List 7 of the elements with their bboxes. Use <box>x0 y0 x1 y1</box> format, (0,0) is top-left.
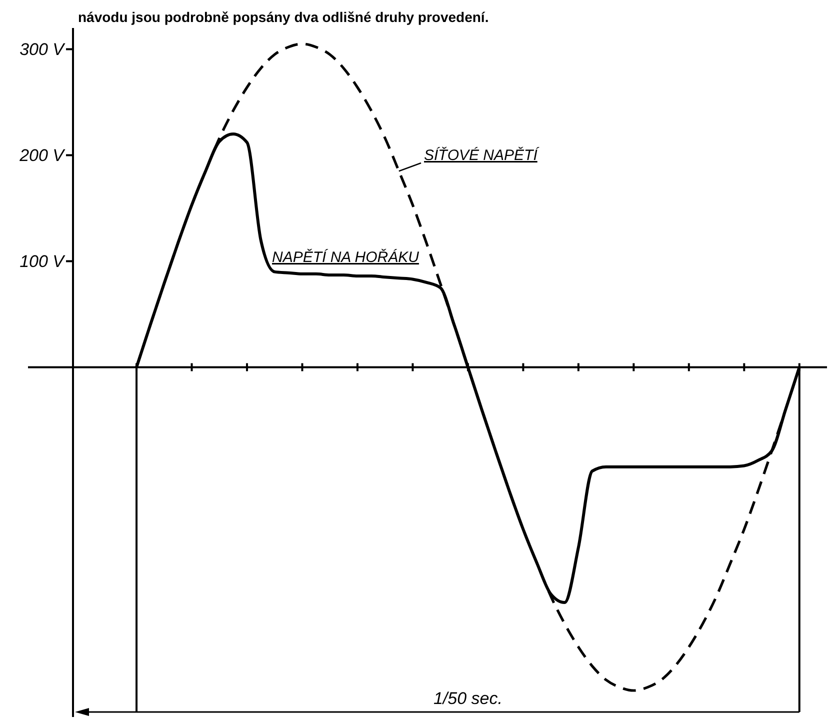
series-label: NAPĚTÍ NA HOŘÁKU <box>272 248 420 266</box>
y-tick-label: 300 V <box>20 40 66 60</box>
annotation: 1/50 sec. <box>433 689 502 708</box>
y-tick-label: 200 V <box>18 146 66 166</box>
series-label: SÍŤOVÉ NAPĚTÍ <box>424 146 540 164</box>
y-tick-label: 100 V <box>20 252 66 272</box>
text: návodu jsou podrobně popsány dva odlišné druhy provedení. <box>78 9 489 25</box>
